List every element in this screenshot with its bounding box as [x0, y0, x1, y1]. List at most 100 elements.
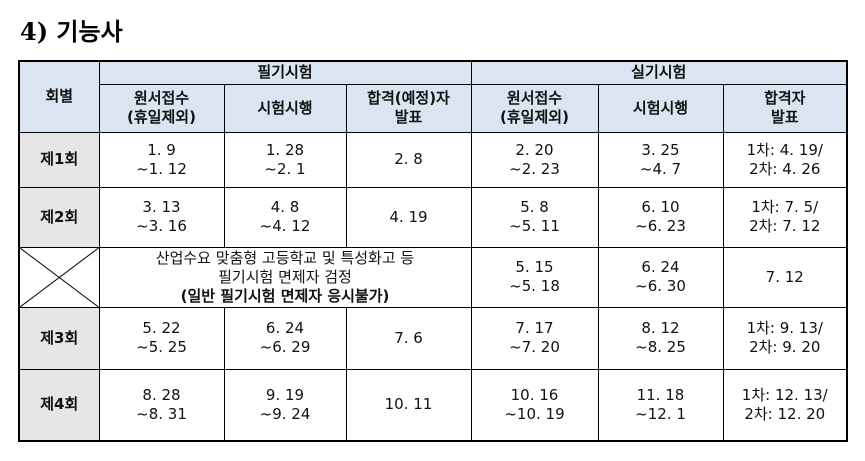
date-cell: 3. 25 ~4. 7 — [597, 131, 724, 188]
date-text: 10. 16 — [510, 385, 559, 404]
date-cell: 1차: 9. 13/2차: 9. 20 — [722, 306, 848, 370]
date-text: 3. 25 — [641, 140, 680, 159]
date-cell: 5. 15 ~5. 18 — [470, 246, 599, 308]
subheader-text: (휴일제외) — [127, 108, 196, 126]
date-text: ~8. 31 — [136, 404, 187, 423]
date-text: 5. 22 — [142, 319, 181, 337]
date-cell: 8. 12 ~8. 25 — [597, 306, 724, 370]
empty-cell — [18, 246, 100, 308]
date-cell: 4. 8 ~4. 12 — [223, 186, 347, 248]
date-text: ~3. 16 — [136, 217, 187, 235]
round-label: 제4회 — [40, 395, 79, 414]
subheader-text: 시험시행 — [257, 98, 313, 117]
cross — [20, 248, 99, 307]
date-text: ~10. 19 — [504, 404, 565, 423]
date-text: 8. 28 — [142, 385, 181, 404]
data-row: 제2회 3. 13 ~3. 16 4. 8 ~4. 12 4. 19 5. 8 ~5. 11 6… — [18, 186, 848, 248]
data-row: 제4회 8. 28 ~8. 31 9. 19 ~9. 24 10. 11 10. 16 ~10… — [18, 368, 848, 442]
date-text: 11. 18 — [636, 385, 685, 404]
date-text: 7. 12 — [765, 267, 804, 286]
date-text: ~6. 29 — [259, 338, 311, 356]
date-text: 5. 15 — [515, 258, 554, 276]
note-text: 필기시험 면제자 검정 — [218, 267, 352, 286]
header-text: 회별 — [45, 87, 74, 106]
date-text: ~4. 7 — [639, 159, 682, 178]
date-text: 1차: 12. 13/ — [741, 385, 828, 404]
subheader-text: (휴일제외) — [500, 108, 569, 126]
date-cell: 10. 11 — [345, 368, 472, 442]
data-row: 제3회 5. 22 ~5. 25 6. 24 ~6. 29 7. 6 7. 17 ~7. 20… — [18, 306, 848, 370]
date-text: ~5. 25 — [136, 338, 187, 356]
date-cell: 5. 8 ~5. 11 — [470, 186, 599, 248]
subheader-text: 합격(예정)자 — [367, 89, 450, 107]
header-text: 필기시험 — [257, 63, 313, 82]
date-cell: 11. 18 ~12. 1 — [597, 368, 724, 442]
date-text: ~7. 20 — [509, 338, 560, 356]
title: 4) 기능사 — [20, 17, 123, 46]
date-cell: 7. 6 — [345, 306, 472, 370]
date-cell: 9. 19 ~9. 24 — [223, 368, 347, 442]
date-text: 1. 9 — [147, 140, 176, 159]
round-label: 제3회 — [40, 328, 79, 347]
subheader-text: 원서접수 — [133, 89, 190, 107]
date-text: 9. 19 — [265, 385, 305, 404]
date-text: 2. 8 — [394, 150, 423, 168]
subheader-row: 원서접수 (휴일제외) 시험시행 합격(예정)자 발표 원서접수 (휴일제외) 시험시행 합격자… — [19, 83, 848, 133]
round-label: 제2회 — [40, 207, 79, 226]
subheader-text: 시험시행 — [632, 98, 689, 117]
date-text: 6. 24 — [265, 319, 305, 337]
date-cell: 1차: 7. 5/2차: 7. 12 — [722, 186, 848, 248]
header-text: 실기시험 — [631, 63, 687, 82]
date-text: 3. 13 — [142, 198, 181, 216]
note-text: (일반 필기시험 면제자 응시불가) — [180, 286, 390, 305]
date-text: 5. 8 — [520, 198, 549, 216]
date-text: ~6. 23 — [635, 217, 686, 235]
subheader-text: 합격자 — [764, 89, 806, 107]
date-text: ~5. 18 — [509, 277, 560, 295]
subheader-cell: 원서접수 (휴일제외) — [98, 83, 225, 133]
date-text: 10. 11 — [384, 395, 433, 414]
date-cell: 7. 12 — [722, 246, 848, 308]
date-text: 7. 6 — [394, 328, 423, 347]
date-text: ~5. 11 — [509, 217, 560, 235]
header-row: 회별 필기시험 실기시험 — [18, 60, 848, 133]
date-cell: 8. 28 ~8. 31 — [98, 368, 225, 442]
date-text: ~8. 25 — [635, 338, 686, 356]
round-cell: 제4회 — [18, 368, 100, 442]
date-cell: 7. 17 ~7. 20 — [470, 306, 599, 370]
date-cell: 6. 10 ~6. 23 — [597, 186, 724, 248]
date-text: ~12. 1 — [635, 404, 686, 423]
round-cell: 제3회 — [18, 306, 100, 370]
schedule-table: 회별 필기시험 실기시험 원서접수 (휴일제외) 시험시행 합격(예정)자 발표 원서접수 (휴일… — [18, 60, 849, 442]
date-text: ~6. 30 — [635, 277, 686, 295]
date-text: ~2. 23 — [509, 159, 560, 178]
date-cell: 2. 8 — [345, 131, 472, 188]
date-cell: 6. 24 ~6. 30 — [597, 246, 724, 308]
data-row: 제1회 1. 9 ~1. 12 1. 28 ~2. 1 2. 8 2. 20 ~2. 23 3.… — [18, 131, 848, 188]
date-text: 2. 20 — [515, 140, 554, 159]
date-text: 2차: 7. 12 — [749, 217, 821, 235]
date-cell: 2. 20 ~2. 23 — [470, 131, 599, 188]
date-text: 1차: 9. 13/ — [746, 319, 823, 337]
subheader-cell: 합격(예정)자 발표 — [345, 83, 472, 133]
date-cell: 4. 19 — [345, 186, 472, 248]
note-cell: 산업수요 맞춤형 고등학교 및 특성화고 등 필기시험 면제자 검정 (일반 필기시… — [98, 246, 472, 308]
subheader-text: 원서접수 — [506, 89, 563, 107]
subheader-cell: 시험시행 — [223, 83, 347, 133]
data-row: 산업수요 맞춤형 고등학교 및 특성화고 등 필기시험 면제자 검정 (일반 필기시… — [18, 246, 848, 308]
date-cell: 1. 9 ~1. 12 — [98, 131, 225, 188]
date-text: ~2. 1 — [264, 159, 306, 178]
date-text: 6. 24 — [641, 258, 680, 276]
date-cell: 5. 22 ~5. 25 — [98, 306, 225, 370]
date-text: 4. 8 — [270, 198, 300, 216]
date-cell: 1차: 12. 13/2차: 12. 20 — [722, 368, 848, 442]
date-cell: 10. 16 ~10. 19 — [470, 368, 599, 442]
date-cell: 1. 28 ~2. 1 — [223, 131, 347, 188]
header-cell: 회별 — [18, 60, 100, 133]
subheader-cell: 원서접수 (휴일제외) — [470, 83, 599, 133]
date-text: 2차: 4. 26 — [749, 159, 821, 178]
date-text: ~1. 12 — [136, 159, 187, 178]
subheader-cell: 합격자 발표 — [722, 83, 848, 133]
subheader-cell: 시험시행 — [597, 83, 724, 133]
date-text: 8. 12 — [641, 319, 680, 337]
